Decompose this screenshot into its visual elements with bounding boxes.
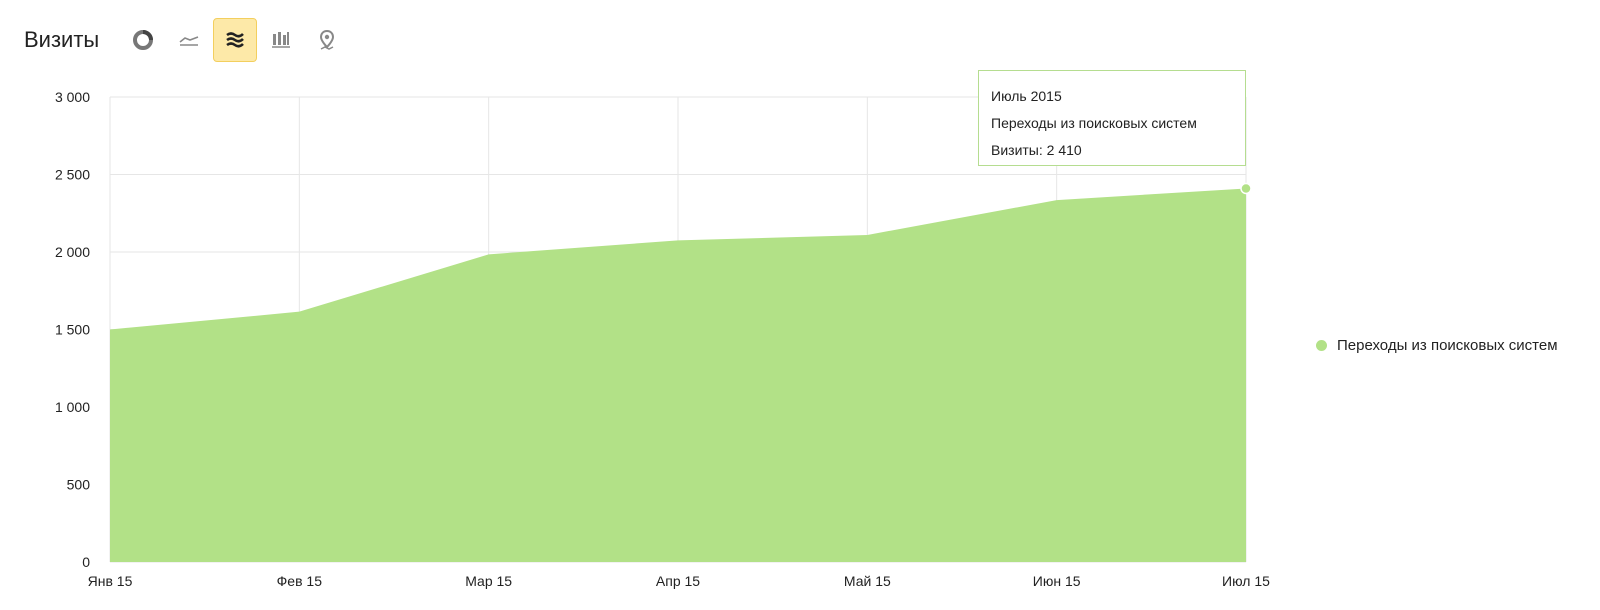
y-tick-label: 1 500	[55, 322, 90, 338]
x-tick-label: Фев 15	[277, 573, 323, 589]
chart-title: Визиты	[24, 27, 100, 52]
area-chart-icon	[226, 32, 245, 48]
chart-header: Визиты	[24, 18, 351, 62]
x-tick-label: Июл 15	[1222, 573, 1270, 589]
tooltip-value: Визиты: 2 410	[991, 142, 1082, 158]
y-tick-label: 2 500	[55, 167, 90, 183]
bar-chart-icon	[272, 32, 291, 48]
legend[interactable]: Переходы из поисковых систем	[1316, 337, 1558, 354]
legend-marker	[1316, 340, 1327, 351]
area-chart-button[interactable]	[213, 18, 258, 62]
x-tick-label: Мар 15	[465, 573, 512, 589]
x-axis-labels: Янв 15 Фев 15 Мар 15 Апр 15 Май 15 Июн 15 Июл …	[88, 573, 1271, 589]
area-fill	[110, 188, 1246, 562]
line-chart-icon	[179, 36, 199, 46]
data-tooltip: Июль 2015 Переходы из поисковых систем В…	[978, 70, 1246, 166]
legend-label: Переходы из поисковых систем	[1337, 337, 1558, 354]
map-pin-icon	[320, 29, 335, 50]
x-tick-label: Янв 15	[88, 573, 133, 589]
x-tick-label: Апр 15	[656, 573, 700, 589]
pie-chart-button[interactable]	[121, 18, 165, 62]
tooltip-series: Переходы из поисковых систем	[991, 115, 1197, 131]
pie-chart-icon	[133, 30, 154, 50]
series-area	[109, 182, 1252, 562]
y-tick-label: 3 000	[55, 89, 90, 105]
y-tick-label: 1 000	[55, 399, 90, 415]
y-tick-label: 500	[67, 477, 91, 493]
x-tick-label: Июн 15	[1033, 573, 1081, 589]
x-tick-label: Май 15	[844, 573, 891, 589]
tooltip-period: Июль 2015	[991, 88, 1062, 104]
y-tick-label: 2 000	[55, 244, 90, 260]
bar-chart-button[interactable]	[259, 18, 303, 62]
y-tick-label: 0	[82, 554, 90, 570]
map-button[interactable]	[305, 18, 349, 62]
data-point-highlighted[interactable]	[1240, 182, 1252, 195]
line-chart-button[interactable]	[167, 18, 211, 62]
y-axis-labels: 0 500 1 000 1 500 2 000 2 500 3 000	[55, 89, 90, 570]
